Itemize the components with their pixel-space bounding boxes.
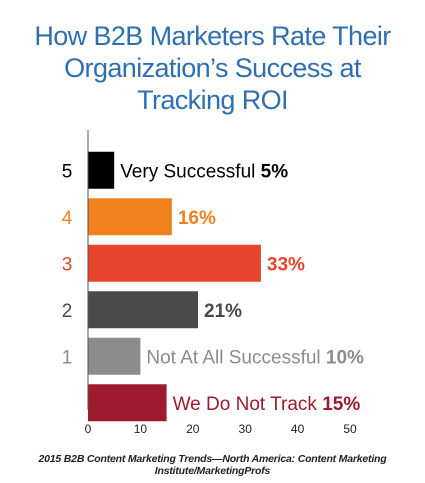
bar-label-4: 21% (204, 301, 242, 322)
value-label-2: 16% (178, 208, 216, 229)
bar-label-2: 16% (178, 208, 216, 229)
bar-6 (88, 384, 167, 422)
value-label-1: 5% (261, 161, 289, 182)
x-tick-label-2: 10 (134, 422, 148, 436)
bar-text-5: Not At All Successful (146, 347, 326, 368)
bar-text-6: We Do Not Track (173, 394, 323, 415)
category-label-3: 3 (62, 254, 73, 275)
category-label-4: 2 (62, 301, 73, 322)
bar-label-5: Not At All Successful 10% (146, 347, 364, 368)
category-label-1: 5 (62, 161, 73, 182)
value-label-4: 21% (204, 301, 242, 322)
chart-title-line-2: Organization’s Success at (64, 53, 361, 83)
source-note: 2015 B2B Content Marketing Trends—North … (38, 453, 387, 477)
value-label-6: 15% (322, 394, 360, 415)
chart-title: How B2B Marketers Rate Their Organizatio… (0, 20, 425, 116)
bar-2 (88, 198, 172, 236)
category-label-5: 1 (62, 347, 73, 368)
x-tick-label-1: 0 (85, 422, 92, 436)
x-tick-label-6: 50 (343, 422, 357, 436)
value-label-5: 10% (326, 347, 364, 368)
chart-title-line-1: How B2B Marketers Rate Their (34, 21, 391, 51)
bar-5 (88, 337, 141, 375)
x-tick-label-5: 40 (291, 422, 305, 436)
bar-text-1: Very Successful (120, 161, 260, 182)
chart-title-line-3: Tracking ROI (137, 85, 288, 115)
bar-1 (88, 151, 115, 189)
value-label-3: 33% (267, 254, 305, 275)
bar-3 (88, 244, 261, 282)
bar-label-6: We Do Not Track 15% (173, 394, 361, 415)
bar-label-3: 33% (267, 254, 305, 275)
x-tick-label-3: 20 (186, 422, 200, 436)
bar-4 (88, 291, 199, 329)
x-tick-label-4: 30 (239, 422, 253, 436)
category-label-2: 4 (62, 208, 73, 229)
bar-label-1: Very Successful 5% (120, 161, 288, 182)
